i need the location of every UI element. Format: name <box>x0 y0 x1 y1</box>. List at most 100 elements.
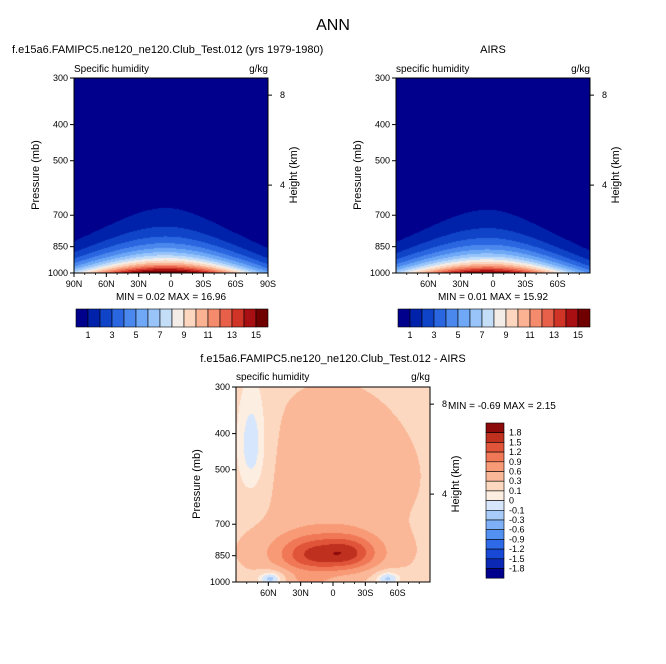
colorbar-diff-label: -1.5 <box>509 554 525 564</box>
panel-obs-ytick-label: 700 <box>375 210 390 220</box>
panel-diff-y2tick-label: 8 <box>442 399 447 409</box>
panel-model-ytick-label: 500 <box>53 156 68 166</box>
colorbar-model-label: 5 <box>133 330 138 340</box>
panel-obs-y2tick-label: 4 <box>602 180 607 190</box>
panel-diff-xtick-label: 0 <box>330 588 335 598</box>
panel-diff-stats: MIN = -0.69 MAX = 2.15 <box>448 401 556 412</box>
panel-diff-xtick-label: 30N <box>292 588 309 598</box>
panel-diff-variable: specific humidity <box>236 372 309 383</box>
colorbar-diff-label: 0 <box>509 496 514 506</box>
colorbar-diff-label: 0.1 <box>509 486 522 496</box>
panel-model-title: f.e15a6.FAMIPC5.ne120_ne120.Club_Test.01… <box>12 44 323 56</box>
panel-obs-ytick-label: 300 <box>375 73 390 83</box>
panel-diff-y2label: Height (km) <box>450 456 462 513</box>
panel-diff-ytick-label: 300 <box>215 382 230 392</box>
panel-diff-axes: 60N 30N 0 30S 60S 300 400 500 700 850 1000 8 4 <box>210 382 447 598</box>
panel-obs-xtick-label: 60N <box>420 279 437 289</box>
colorbar-diff-swatch <box>485 558 505 569</box>
colorbar-model-swatch <box>159 308 173 328</box>
colorbar-obs: 1 3 5 7 9 11 13 15 <box>397 308 591 340</box>
colorbar-obs-swatch <box>577 308 591 328</box>
panel-diff-xtick-label: 60S <box>390 588 406 598</box>
panel-diff-y2tick-label: 4 <box>442 489 447 499</box>
colorbar-diff-label: 0.3 <box>509 476 522 486</box>
panel-diff-contours <box>236 387 430 582</box>
colorbar-diff-swatch <box>485 490 505 501</box>
colorbar-obs-swatch <box>445 308 459 328</box>
colorbar-obs-swatch <box>493 308 507 328</box>
colorbar-obs-swatch <box>505 308 519 328</box>
colorbar-diff-swatch <box>485 461 505 472</box>
colorbar-diff-swatch <box>485 568 505 579</box>
panel-diff-title: f.e15a6.FAMIPC5.ne120_ne120.Club_Test.01… <box>200 353 465 365</box>
colorbar-diff-label: -0.1 <box>509 505 525 515</box>
colorbar-model-swatch <box>99 308 113 328</box>
colorbar-obs-swatch <box>553 308 567 328</box>
colorbar-diff-swatch <box>485 422 505 433</box>
colorbar-diff-label: -0.9 <box>509 534 525 544</box>
panel-obs-xtick-label: 60S <box>550 279 566 289</box>
colorbar-model-swatch <box>219 308 233 328</box>
colorbar-diff-swatch <box>485 548 505 560</box>
colorbar-model-label: 13 <box>227 330 237 340</box>
colorbar-diff-label: -0.6 <box>509 525 525 535</box>
panel-diff-ytick-label: 700 <box>215 519 230 529</box>
colorbar-diff-swatch <box>485 500 505 511</box>
panel-model-ytick-label: 300 <box>53 73 68 83</box>
panel-obs-ytick-label: 850 <box>375 242 390 252</box>
panel-model-xtick-label: 90N <box>66 279 83 289</box>
panel-model-xtick-label: 30S <box>195 279 211 289</box>
panel-diff-units: g/kg <box>411 372 430 383</box>
colorbar-obs-swatch <box>421 308 435 328</box>
colorbar-model-swatch <box>75 308 89 328</box>
colorbar-obs-swatch <box>529 308 543 328</box>
colorbar-diff-swatch <box>485 480 505 492</box>
panel-obs-variable: specific humidity <box>396 64 469 75</box>
panel-model-xtick-label: 90S <box>260 279 276 289</box>
colorbar-diff-swatch <box>485 471 505 482</box>
colorbar-diff: 1.81.51.20.90.60.30.10-0.1-0.3-0.6-0.9-1… <box>485 422 525 579</box>
colorbar-model-swatch <box>111 308 125 328</box>
panel-diff-ytick-label: 850 <box>215 551 230 561</box>
colorbar-model-swatch <box>171 308 185 328</box>
colorbar-obs-swatch <box>457 308 471 328</box>
panel-obs-xtick-label: 0 <box>490 279 495 289</box>
colorbar-diff-label: 1.5 <box>509 437 522 447</box>
colorbar-obs-label: 15 <box>573 330 583 340</box>
panel-model-ylabel: Pressure (mb) <box>30 140 42 210</box>
panel-model-xtick-label: 60S <box>228 279 244 289</box>
panel-obs-ytick-label: 500 <box>375 156 390 166</box>
colorbar-diff-label: -1.2 <box>509 544 525 554</box>
colorbar-model-swatch <box>123 308 137 328</box>
panel-model-xtick-label: 60N <box>98 279 115 289</box>
panel-diff-ytick-label: 500 <box>215 465 230 475</box>
panel-model-xtick-label: 0 <box>168 279 173 289</box>
panel-diff-ytick-label: 400 <box>215 429 230 439</box>
colorbar-model-swatch <box>255 308 269 328</box>
panel-obs-ytick-label: 1000 <box>370 268 390 278</box>
panel-diff-field <box>236 387 430 582</box>
colorbar-obs-swatch <box>481 308 495 328</box>
panel-obs-title: AIRS <box>480 44 506 56</box>
colorbar-model-swatch <box>207 308 221 328</box>
colorbar-diff-label: 1.8 <box>509 428 522 438</box>
panel-model-axes: 90N 60N 30N 0 30S 60S 90S 300 400 500 700 850 1000 8 4 <box>48 73 285 289</box>
colorbar-obs-swatch <box>469 308 483 328</box>
panel-model-ytick-label: 850 <box>53 242 68 252</box>
panel-obs-xtick-label: 30S <box>517 279 533 289</box>
panel-obs-y2label: Height (km) <box>610 147 622 204</box>
panel-diff-xtick-label: 60N <box>260 588 277 598</box>
colorbar-model-label: 11 <box>203 330 212 340</box>
panel-model-ytick-label: 700 <box>53 210 68 220</box>
colorbar-diff-label: 0.9 <box>509 457 522 467</box>
panel-model-xtick-label: 30N <box>130 279 147 289</box>
panel-model-field <box>74 78 268 273</box>
colorbar-diff-swatch <box>485 509 505 521</box>
panel-obs-units: g/kg <box>571 64 590 75</box>
colorbar-model-label: 7 <box>157 330 162 340</box>
panel-obs-ytick-label: 400 <box>375 120 390 130</box>
colorbar-model-swatch <box>231 308 245 328</box>
figure-title: ANN <box>316 17 350 34</box>
colorbar-obs-label: 9 <box>503 330 508 340</box>
